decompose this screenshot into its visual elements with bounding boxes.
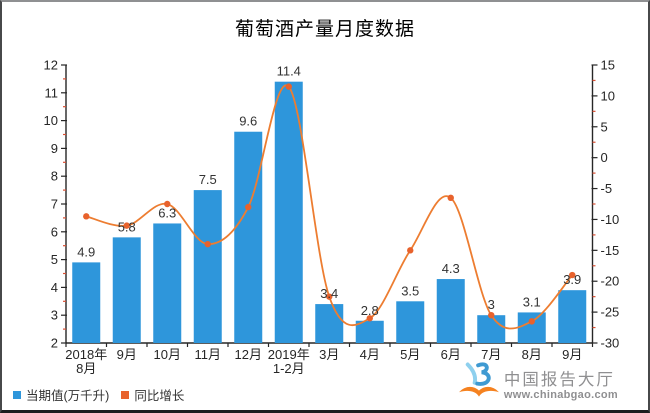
left-axis-tick-label: 12	[44, 58, 58, 73]
chinabgao-watermark: 中国报告大厅 www.chinabgao.com	[458, 361, 618, 401]
left-axis-tick-label: 7	[51, 197, 58, 212]
right-axis-tick-label: 10	[601, 88, 615, 103]
bar-value-label: 3.5	[401, 283, 419, 298]
bar-value-label: 3	[488, 297, 495, 312]
x-axis-category-label: 12月	[235, 347, 262, 362]
line-marker	[488, 312, 495, 319]
bar	[274, 81, 303, 344]
right-axis-tick-label: -20	[601, 274, 620, 289]
chinabgao-logo-text: 中国报告大厅 www.chinabgao.com	[503, 370, 618, 402]
left-axis-tick-label: 11	[45, 85, 59, 100]
bar-series-swatch	[13, 390, 21, 399]
line-marker	[164, 200, 171, 208]
x-axis-category-label: 6月	[441, 347, 461, 362]
right-axis-tick-label: -5	[601, 181, 613, 196]
bar	[436, 279, 465, 343]
x-axis-category-label: 11月	[195, 347, 222, 362]
left-axis-tick-label: 9	[51, 141, 58, 156]
bar-value-label: 9.6	[239, 114, 257, 129]
bar	[153, 223, 182, 343]
line-marker	[245, 203, 252, 211]
x-axis-category-label: 2019年 1-2月	[268, 347, 310, 376]
bar	[193, 190, 222, 343]
x-axis-category-label: 5月	[400, 347, 420, 362]
bar	[477, 315, 506, 343]
bar-value-label: 4.3	[442, 261, 460, 276]
bar	[112, 237, 141, 343]
line-marker	[83, 213, 90, 220]
line-marker	[569, 271, 576, 279]
x-axis-category-label: 10月	[154, 347, 181, 362]
legend-item-line-series: 同比增长	[121, 385, 184, 404]
logo-company-name: 中国报告大厅	[503, 370, 615, 389]
bar-value-label: 3.4	[320, 286, 338, 301]
bar	[315, 304, 344, 343]
bar	[72, 262, 101, 343]
right-axis-tick-label: 5	[601, 119, 608, 134]
chart-legend: 当期值(万千升) 同比增长	[13, 385, 184, 404]
x-axis-category-label: 7月	[481, 347, 501, 362]
x-axis-category-label: 3月	[319, 347, 339, 362]
line-marker	[204, 240, 211, 248]
bar-value-label: 4.9	[77, 244, 95, 259]
left-axis-tick-label: 10	[44, 113, 58, 128]
right-axis-tick-label: -30	[601, 336, 620, 351]
right-axis-tick-label: -15	[601, 243, 620, 258]
right-axis-tick-label: 0	[601, 150, 608, 165]
logo-url: www.chinabgao.com	[503, 389, 618, 401]
bar-value-label: 7.5	[199, 172, 217, 187]
bar-value-label: 3.1	[523, 294, 541, 309]
line-marker	[447, 194, 454, 202]
bar	[517, 312, 546, 343]
left-axis-tick-label: 4	[51, 280, 58, 295]
bar-series-label: 当期值(万千升)	[26, 389, 110, 403]
left-axis-tick-label: 5	[51, 252, 58, 267]
left-axis-tick-label: 3	[51, 308, 58, 323]
line-marker	[123, 222, 130, 229]
left-axis-tick-label: 2	[51, 336, 58, 351]
right-axis-tick-label: -25	[601, 305, 620, 320]
right-axis-tick-label: 15	[601, 58, 615, 73]
bar-value-label: 6.3	[158, 205, 176, 220]
x-axis-category-label: 8月	[522, 347, 542, 362]
chinabgao-logo-icon	[458, 362, 499, 397]
line-marker	[285, 83, 292, 90]
line-marker	[326, 293, 333, 300]
chart-title: 葡萄酒产量月度数据	[234, 19, 415, 40]
line-marker	[407, 247, 414, 254]
line-marker	[366, 315, 373, 322]
growth-line	[86, 84, 573, 330]
x-axis-category-label: 2018年 8月	[65, 347, 107, 376]
bar-value-label: 11.4	[277, 64, 301, 79]
x-axis-category-label: 9月	[117, 347, 137, 362]
right-axis-tick-label: -10	[601, 212, 620, 227]
left-axis-tick-label: 6	[51, 224, 58, 239]
bar-value-label: 3.9	[563, 272, 581, 287]
line-marker	[528, 318, 535, 325]
bar	[234, 131, 263, 343]
legend-item-bar-series: 当期值(万千升)	[13, 385, 109, 404]
x-axis-category-label: 9月	[562, 347, 582, 362]
bar	[396, 301, 425, 343]
left-axis-tick-label: 8	[51, 169, 58, 184]
bar	[355, 320, 384, 343]
line-series-swatch	[121, 390, 130, 399]
line-series-label: 同比增长	[134, 389, 185, 403]
bar-value-label: 2.8	[361, 303, 379, 318]
x-axis-category-label: 4月	[360, 347, 380, 362]
bar-value-label: 5.8	[118, 219, 136, 234]
bar	[558, 290, 587, 343]
